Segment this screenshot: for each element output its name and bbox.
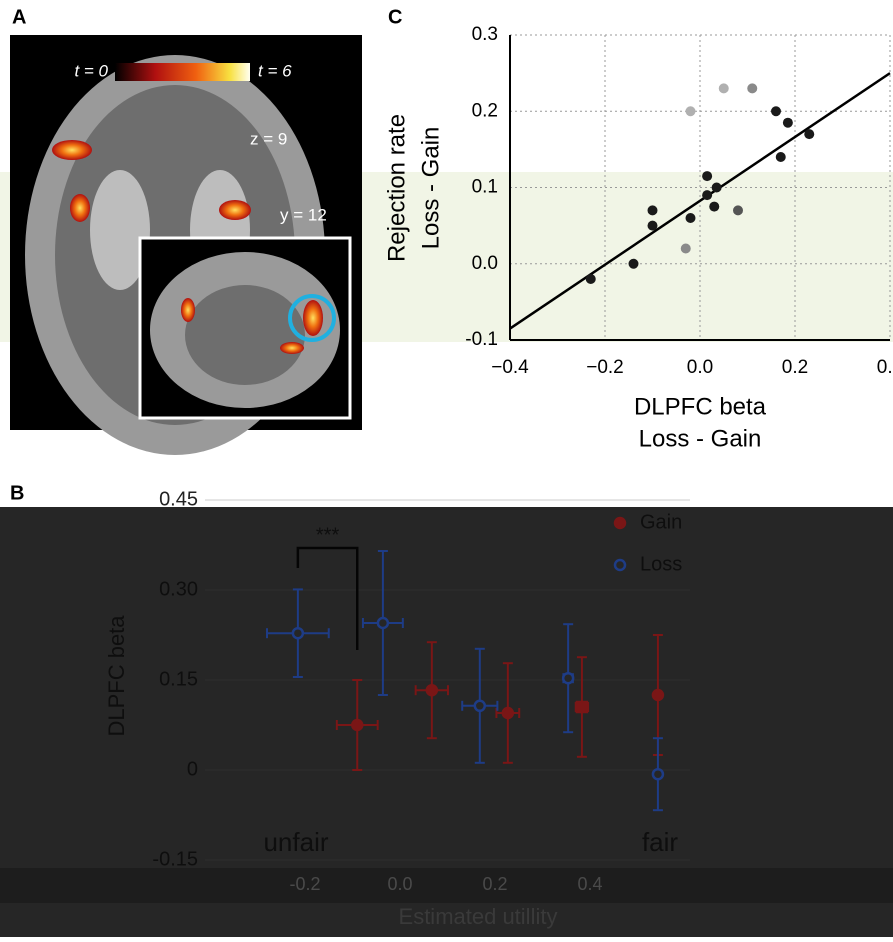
point	[686, 213, 696, 223]
marker	[378, 618, 388, 628]
x-tick-label: -0.2	[289, 874, 320, 894]
point	[686, 106, 696, 116]
point	[702, 171, 712, 181]
point	[702, 190, 712, 200]
point	[771, 106, 781, 116]
x-tick-label: 0.0	[387, 874, 412, 894]
activation-blob	[181, 298, 195, 322]
x-end-label: fair	[642, 827, 678, 857]
x-axis-label: Loss - Gain	[639, 425, 762, 452]
significance-label: ***	[316, 524, 340, 546]
panel-label: C	[388, 6, 402, 28]
point	[712, 183, 722, 193]
panel-label: B	[10, 482, 24, 504]
x-tick-label: 0.2	[482, 874, 507, 894]
activation-blob	[280, 342, 304, 354]
x-tick-label: 0.4	[577, 874, 602, 894]
activation-blob	[219, 200, 251, 220]
point	[733, 205, 743, 215]
point	[783, 118, 793, 128]
x-tick-label: 0.2	[782, 357, 808, 378]
marker	[352, 720, 362, 730]
y-axis-label: Loss - Gain	[417, 127, 444, 250]
marker	[577, 702, 587, 712]
legend-label: Gain	[640, 511, 682, 533]
activation-blob	[70, 194, 90, 222]
x-tick-label: 0.4	[877, 357, 893, 378]
colorbar-max: t = 6	[258, 61, 292, 80]
legend-marker	[615, 518, 625, 528]
y-tick-label: 0.3	[472, 24, 498, 45]
marker	[427, 685, 437, 695]
y-tick-label: 0.15	[159, 668, 198, 690]
point	[648, 221, 658, 231]
point	[681, 244, 691, 254]
activation-blob	[52, 140, 92, 160]
y-axis-label: DLPFC beta	[104, 615, 129, 737]
panel-label: A	[12, 6, 26, 28]
marker	[653, 769, 663, 779]
marker	[653, 690, 663, 700]
point	[709, 202, 719, 212]
figure: At = 0 t = 6 z = 9 y = 12 C −0.4 −0.2 0.0 0.2 0.4…	[0, 0, 893, 937]
point	[776, 152, 786, 162]
legend-label: Loss	[640, 553, 682, 575]
y-tick-label: 0.30	[159, 578, 198, 600]
x-axis-label: Estimated utillity	[399, 904, 558, 929]
y-tick-label: 0.1	[472, 177, 498, 198]
slice-label: y = 12	[280, 205, 327, 224]
x-tick-label: 0.0	[687, 357, 713, 378]
point	[629, 259, 639, 269]
brain-inner	[185, 285, 305, 385]
tick-band	[0, 868, 893, 903]
point	[586, 274, 596, 284]
x-end-label: unfair	[263, 827, 328, 857]
y-tick-label: 0	[187, 758, 198, 780]
marker	[293, 628, 303, 638]
x-tick-label: −0.2	[586, 357, 624, 378]
y-tick-label: 0.0	[472, 253, 498, 274]
y-tick-label: 0.45	[159, 488, 198, 510]
marker	[563, 673, 573, 683]
y-tick-label: -0.15	[152, 848, 198, 870]
marker	[503, 708, 513, 718]
point	[747, 83, 757, 93]
marker	[475, 701, 485, 711]
colorbar	[115, 63, 250, 81]
colorbar-min: t = 0	[74, 61, 108, 80]
y-tick-label: -0.1	[465, 329, 498, 350]
slice-label: z = 9	[250, 129, 287, 148]
y-axis-label: Rejection rate	[383, 114, 410, 262]
x-axis-label: DLPFC beta	[634, 393, 767, 420]
activation-blob	[303, 300, 323, 336]
point	[648, 205, 658, 215]
point	[804, 129, 814, 139]
point	[719, 83, 729, 93]
x-tick-label: −0.4	[491, 357, 529, 378]
y-tick-label: 0.2	[472, 100, 498, 121]
page: At = 0 t = 6 z = 9 y = 12 C −0.4 −0.2 0.0 0.2 0.4…	[0, 0, 893, 937]
